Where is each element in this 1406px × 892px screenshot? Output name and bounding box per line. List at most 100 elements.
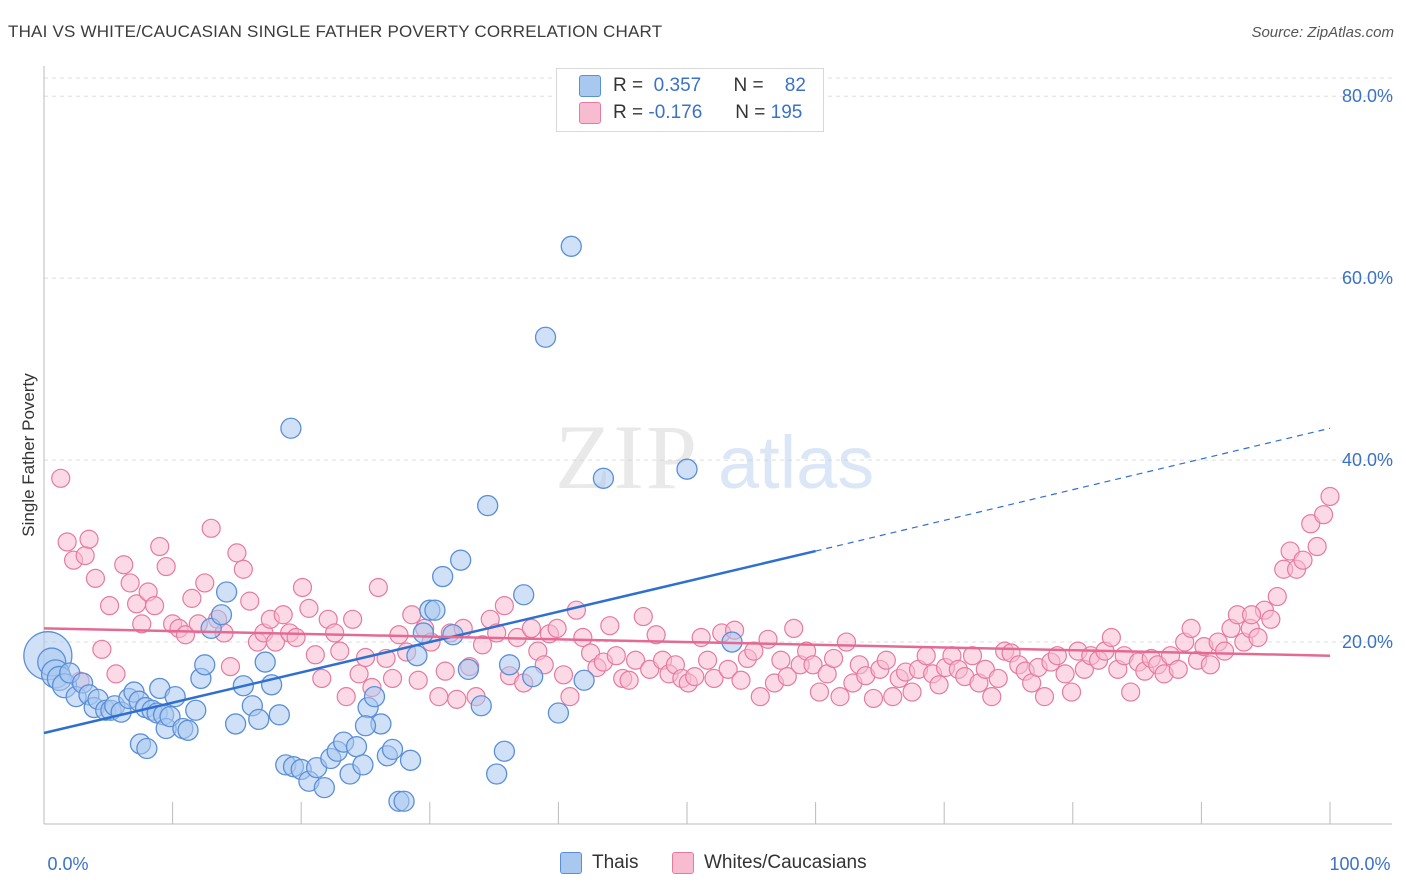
data-point-whites [547,618,567,639]
data-point-whites [79,529,99,549]
data-point-thais [573,669,595,691]
data-point-whites [85,568,106,588]
data-point-thais [313,776,335,799]
data-point-whites [1320,486,1340,507]
y-tick-label: 60.0% [1342,268,1393,288]
legend-label-thais: Thais [592,852,639,874]
legend-item-whites: Whites/Caucasians [672,852,867,874]
chart-title: THAI VS WHITE/CAUCASIAN SINGLE FATHER PO… [8,22,663,41]
data-point-whites [863,688,884,709]
legend-row-thais: R = 0.357 N = 82 [579,75,806,99]
legend-r-label: R = [613,102,644,124]
data-point-whites [240,591,260,611]
data-point-whites [201,518,221,538]
data-point-whites [57,532,77,552]
legend-r-label: R = [613,75,644,97]
data-point-thais [352,754,374,776]
data-point-whites [902,682,922,702]
data-point-thais [406,645,428,667]
y-tick-label: 40.0% [1342,450,1393,470]
legend-swatch-whites [672,852,694,874]
legend-row-whites: R = -0.176 N = 195 [579,102,802,126]
watermark: ZIP atlas [555,406,874,508]
data-point-thais [470,695,492,717]
data-point-whites [429,687,449,707]
data-point-whites [99,596,120,616]
data-point-thais [345,736,368,758]
data-point-thais [268,704,290,726]
data-point-whites [1267,586,1287,607]
data-point-whites [368,577,388,598]
data-point-whites [1200,655,1221,675]
legend-n-label: N = [733,75,764,97]
data-point-thais [194,654,216,676]
data-point-whites [1293,550,1313,570]
y-tick-label: 80.0% [1342,86,1393,106]
data-point-whites [731,670,751,690]
data-point-whites [1214,641,1235,661]
data-point-whites [233,559,253,579]
data-point-whites [144,596,165,616]
data-point-whites [195,573,215,593]
data-point-thais [248,708,270,731]
data-point-thais [432,565,454,588]
data-point-whites [962,646,983,666]
data-point-whites [305,645,325,665]
data-point-thais [381,738,404,761]
data-point-whites [114,555,134,575]
data-point-thais [136,737,158,760]
data-point-thais [493,740,516,762]
data-point-whites [273,605,293,625]
data-point-whites [784,618,804,639]
data-point-whites [472,635,493,655]
data-point-whites [600,616,620,636]
data-point-thais [560,235,582,257]
data-point-thais [676,458,698,480]
data-point-whites [606,646,626,666]
data-point-whites [685,667,705,687]
data-point-whites [1061,682,1082,702]
data-point-whites [1307,536,1327,557]
data-point-whites [876,650,896,670]
correlation-legend: R = 0.357 N = 82 R = -0.176 N = 195 [556,68,824,132]
data-point-whites [929,675,949,695]
x-tick-label: 0.0% [47,854,88,874]
data-point-thais [486,763,508,785]
data-point-thais [177,719,199,741]
data-point-whites [836,632,857,652]
data-point-thais [522,665,544,688]
data-point-whites [803,655,823,675]
data-point-whites [220,657,241,677]
data-point-thais [224,713,247,735]
data-point-whites [402,605,422,625]
legend-swatch-thais [560,852,582,874]
legend-label-whites: Whites/Caucasians [704,852,867,874]
axes [43,66,1392,825]
data-point-whites [325,623,345,643]
data-point-whites [494,596,514,616]
data-point-whites [809,682,830,702]
data-point-whites [1248,627,1268,648]
data-point-whites [646,625,666,645]
data-point-whites [744,641,764,661]
watermark-zip: ZIP [555,406,699,508]
data-point-whites [51,468,71,488]
data-point-whites [824,648,844,669]
data-point-thais [185,699,207,721]
data-point-thais [424,599,446,621]
legend-n-value: 82 [784,75,806,97]
data-point-whites [697,650,718,670]
data-point-thais [393,790,415,812]
data-point-whites [106,664,126,684]
x-tick-label: 100.0% [1329,854,1390,874]
data-point-thais [210,604,233,626]
legend-n-label: N = [735,102,766,124]
legend-swatch-thais [579,75,601,97]
data-point-whites [830,687,850,707]
legend-item-thais: Thais [560,852,638,874]
data-point-whites [553,665,574,685]
data-point-whites [1055,664,1075,684]
data-point-whites [883,687,903,707]
data-point-whites [691,627,711,648]
